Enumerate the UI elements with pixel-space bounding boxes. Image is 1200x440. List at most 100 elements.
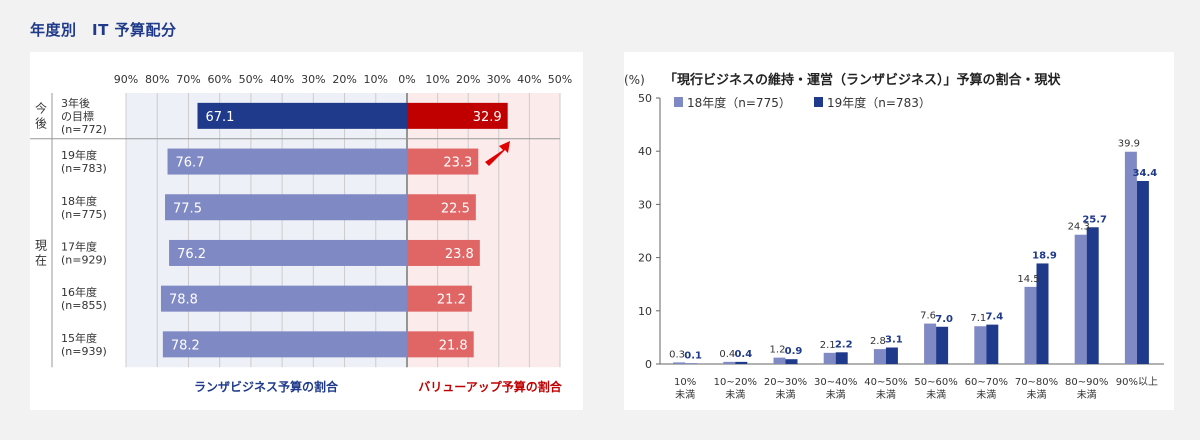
bar-value-label-fy19: 0.9 xyxy=(785,346,803,357)
bar-value-label-fy18: 2.8 xyxy=(870,336,886,347)
category-label: (n=939) xyxy=(61,345,107,358)
x-tick-label: 40% xyxy=(517,73,541,86)
bar-fy19 xyxy=(785,359,798,364)
legend-swatch xyxy=(674,97,683,107)
x-category-label-sub: 未満 xyxy=(826,389,846,401)
bar-value-label-left: 67.1 xyxy=(205,110,234,125)
category-label: (n=929) xyxy=(61,253,107,266)
y-tick-label: 50 xyxy=(638,92,652,105)
x-tick-label: 30% xyxy=(301,73,325,86)
bar-value-label-fy18: 2.1 xyxy=(820,340,836,351)
bar-run-business xyxy=(165,194,407,221)
chart-title: 「現行ビジネスの維持・運営（ランザビジネス）」予算の割合・現状 xyxy=(664,72,1062,88)
y-tick-label: 10 xyxy=(638,305,652,318)
bar-fy18 xyxy=(723,361,736,364)
bar-value-up xyxy=(407,194,476,221)
bar-value-label-fy18: 7.6 xyxy=(920,311,936,322)
legend-value-up: バリューアップ予算の割合 xyxy=(418,379,563,394)
x-category-label-sub: 未満 xyxy=(1027,389,1047,401)
x-category-label-sub: 未満 xyxy=(926,389,946,401)
bar-fy19 xyxy=(1036,263,1049,364)
bar-value-up xyxy=(407,239,480,266)
x-category-label: 70~80% xyxy=(1015,377,1058,388)
bar-run-business xyxy=(167,148,407,175)
bar-value-label-right: 23.3 xyxy=(443,156,472,171)
bar-fy18 xyxy=(773,357,786,364)
bar-fy19 xyxy=(936,326,949,364)
category-label: (n=855) xyxy=(61,299,107,312)
x-tick-label: 20% xyxy=(332,73,356,86)
bar-fy19 xyxy=(885,347,898,364)
bar-fy18 xyxy=(673,362,686,364)
category-label: 19年度 xyxy=(61,148,97,162)
bar-fy19 xyxy=(986,324,999,364)
x-tick-label: 40% xyxy=(270,73,294,86)
bar-fy19 xyxy=(735,361,748,364)
x-category-label: 50~60% xyxy=(914,377,957,388)
bar-value-up xyxy=(407,102,508,129)
bar-value-label-fy18: 1.2 xyxy=(770,345,786,356)
y-tick-label: 30 xyxy=(638,198,652,211)
bar-value-label-fy18: 39.9 xyxy=(1118,139,1140,150)
bar-value-label-right: 21.8 xyxy=(439,338,468,353)
bar-run-business xyxy=(197,102,407,129)
bar-value-label-right: 32.9 xyxy=(473,110,502,125)
bar-value-label-left: 77.5 xyxy=(173,201,202,216)
x-category-label: 10% xyxy=(674,377,696,388)
bar-fy18 xyxy=(1024,286,1037,364)
x-tick-label: 80% xyxy=(145,73,169,86)
group-label-current: 現 xyxy=(35,238,47,252)
bar-value-up xyxy=(407,331,474,358)
x-tick-label: 20% xyxy=(456,73,480,86)
x-category-label-sub: 未満 xyxy=(1077,389,1097,401)
legend-label: 19年度（n=783） xyxy=(827,95,931,110)
diverging-bar-chart: 90% 80% 70% 60% 50% 40% 30% 20% 10% 0% 10% 20% 30% 40… xyxy=(30,73,572,394)
group-label-future: 後 xyxy=(35,116,47,130)
bar-value-label-fy19: 3.1 xyxy=(885,335,903,346)
bar-fy19 xyxy=(835,352,848,364)
bar-run-business xyxy=(162,331,407,358)
x-category-label-sub: 未満 xyxy=(776,389,796,401)
y-tick-label: 20 xyxy=(638,252,652,265)
y-tick-label: 40 xyxy=(638,145,652,158)
category-label: 3年後 xyxy=(61,96,90,110)
bar-value-label-right: 23.8 xyxy=(445,247,474,262)
bar-fy18 xyxy=(873,349,886,364)
x-tick-label: 50% xyxy=(239,73,263,86)
bar-value-label-left: 78.8 xyxy=(169,293,198,308)
bar-value-label-fy19: 7.4 xyxy=(985,312,1003,323)
bar-value-label-right: 21.2 xyxy=(437,293,466,308)
category-label: 16年度 xyxy=(61,285,97,299)
x-category-label: 40~50% xyxy=(864,377,907,388)
bar-value-up xyxy=(407,285,472,312)
bar-value-label-fy19: 2.2 xyxy=(835,339,853,350)
bar-value-label-left: 76.2 xyxy=(177,247,206,262)
right-chart-panel: (%) 「現行ビジネスの維持・運営（ランザビジネス）」予算の割合・現状 0 10 20 3… xyxy=(624,52,1174,410)
bar-value-up xyxy=(407,148,479,175)
x-category-label-sub: 未満 xyxy=(876,389,896,401)
x-category-label-sub: 未満 xyxy=(976,389,996,401)
bar-value-label-left: 76.7 xyxy=(176,156,205,171)
arrow-up-right-icon xyxy=(485,141,510,166)
x-tick-label: 90% xyxy=(114,73,138,86)
x-category-label: 30~40% xyxy=(814,377,857,388)
bar-value-label-fy18: 7.1 xyxy=(970,313,986,324)
bar-fy18 xyxy=(924,323,937,364)
category-label: 15年度 xyxy=(61,331,97,345)
bar-fy19 xyxy=(1136,180,1149,364)
left-chart-panel: 90% 80% 70% 60% 50% 40% 30% 20% 10% 0% 10% 20% 30% 40… xyxy=(30,52,583,410)
left-bg-area xyxy=(126,93,407,368)
right-bg-area xyxy=(407,93,560,368)
x-category-label: 10~20% xyxy=(714,377,757,388)
bar-value-label-fy19: 7.0 xyxy=(935,314,953,325)
x-category-label: 80~90% xyxy=(1065,377,1108,388)
bar-fy19 xyxy=(685,363,698,364)
bar-value-label-fy19: 0.4 xyxy=(734,349,752,360)
bar-fy19 xyxy=(1086,227,1099,364)
bar-fy18 xyxy=(1074,234,1087,364)
bar-value-label-fy19: 25.7 xyxy=(1082,214,1107,225)
bar-fy18 xyxy=(974,326,987,364)
x-tick-label: 30% xyxy=(487,73,511,86)
category-label: の目標 xyxy=(61,109,94,123)
y-tick-label: 0 xyxy=(645,358,652,371)
